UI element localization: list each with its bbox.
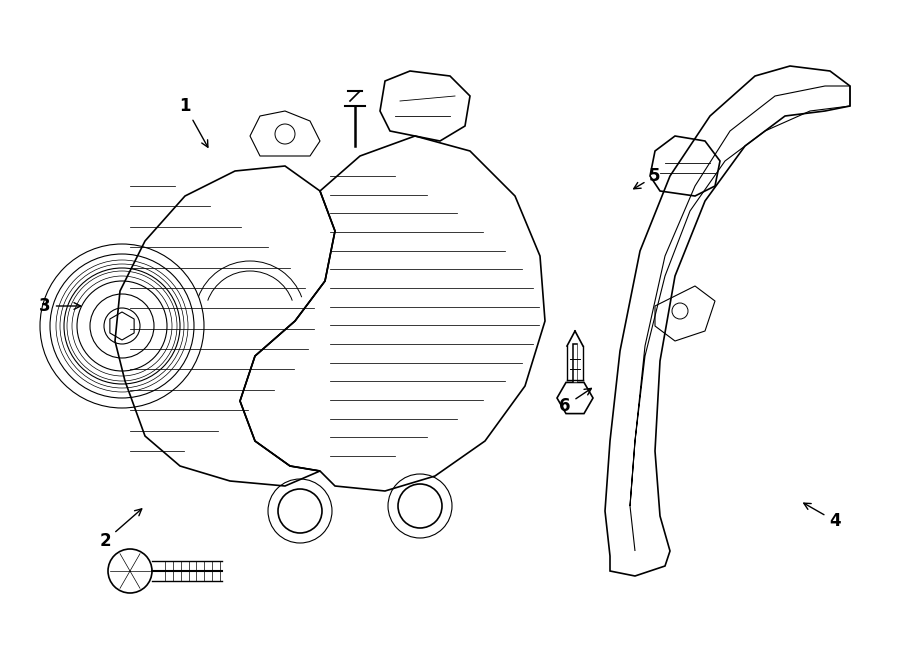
Text: 5: 5 [634,167,661,189]
Text: 6: 6 [559,389,591,415]
Text: 1: 1 [179,97,208,147]
Text: 4: 4 [804,503,841,530]
Text: 2: 2 [99,509,141,550]
Text: 3: 3 [40,297,81,315]
